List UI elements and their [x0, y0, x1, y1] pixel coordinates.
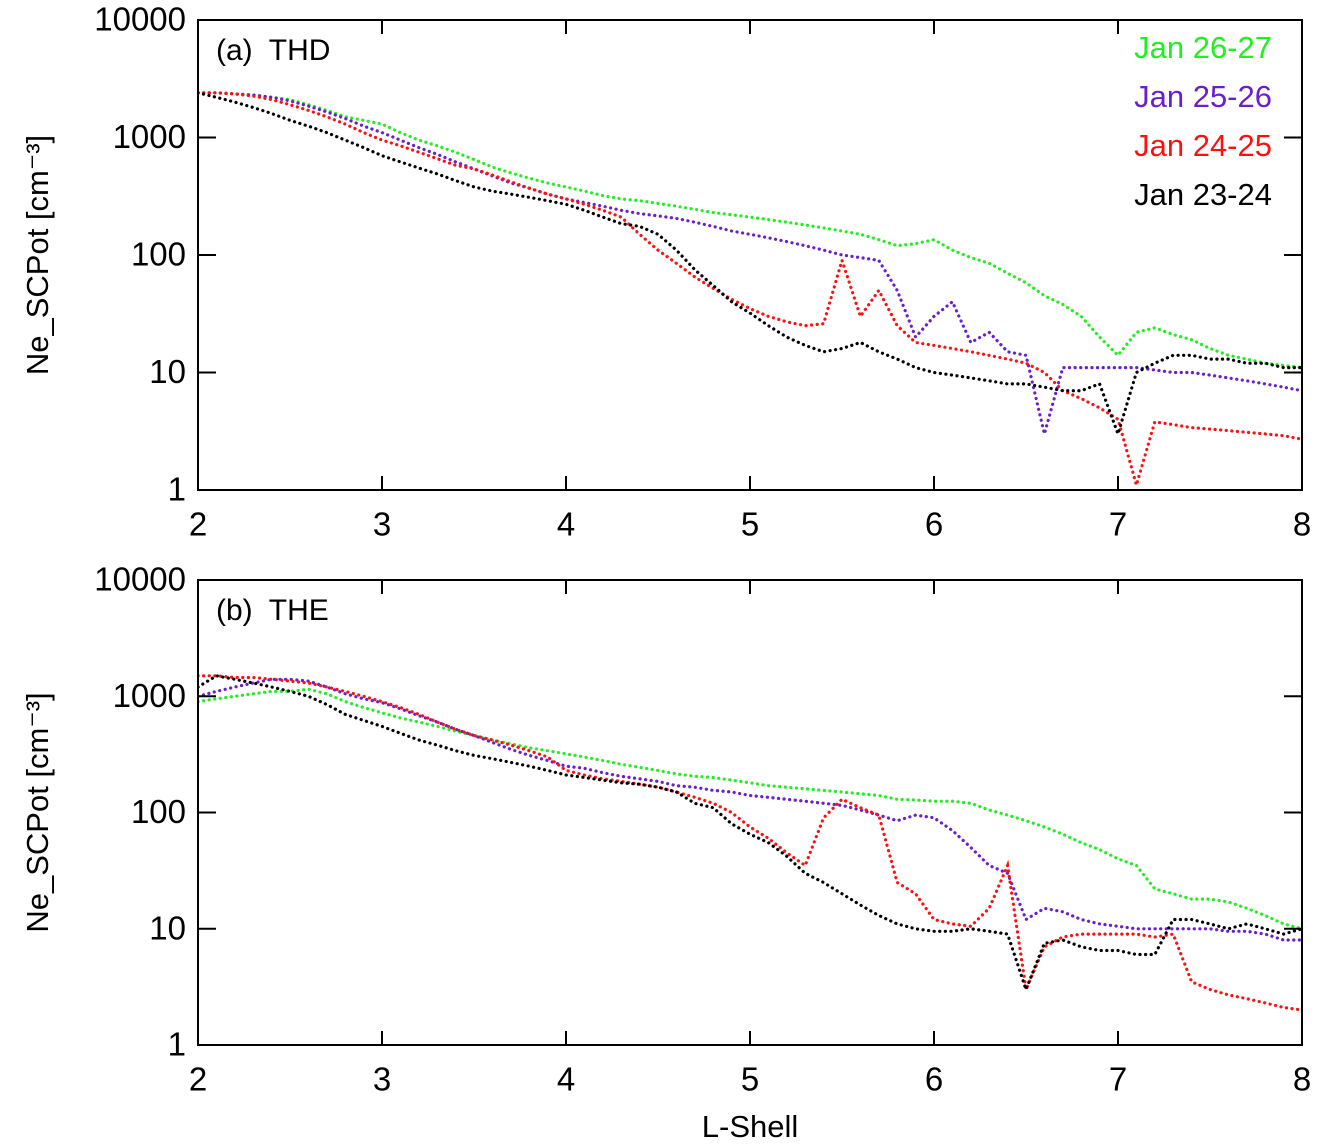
legend-label: Jan 25-26 [1134, 79, 1272, 114]
x-tick-label: 2 [189, 1061, 207, 1098]
x-tick-label: 6 [925, 1061, 943, 1098]
y-tick-label: 100 [131, 236, 186, 273]
panel: 2 3 4 5 6 7 8 1 10 100 1000 10000 (a) THD Ne_SCPot [c… [20, 1, 1311, 543]
panel-title: (b) THE [216, 594, 329, 627]
series-line [198, 677, 1302, 942]
y-tick-label: 1 [168, 471, 186, 508]
x-tick-label: 3 [373, 506, 391, 543]
y-tick-label: 10000 [94, 1, 186, 38]
y-tick-label: 1000 [113, 677, 186, 714]
x-axis-label: L-Shell [702, 1109, 799, 1144]
x-tick-label: 6 [925, 506, 943, 543]
x-tick-label: 5 [741, 506, 759, 543]
x-tick-label: 2 [189, 506, 207, 543]
panel: 2 3 4 5 6 7 8 1 10 100 1000 10000 (b) THE Ne_SCPot [c… [20, 561, 1311, 1144]
y-tick-label: 10 [149, 353, 186, 390]
x-tick-label: 4 [557, 506, 575, 543]
y-tick-label: 100 [131, 793, 186, 830]
x-tick-label: 8 [1293, 1061, 1311, 1098]
x-tick-label: 4 [557, 1061, 575, 1098]
x-tick-label: 7 [1109, 506, 1127, 543]
y-tick-label: 10000 [94, 561, 186, 598]
series-line [198, 674, 1302, 995]
y-tick-label: 1 [168, 1026, 186, 1063]
x-tick-label: 3 [373, 1061, 391, 1098]
legend-label: Jan 23-24 [1134, 177, 1272, 212]
x-tick-label: 7 [1109, 1061, 1127, 1098]
series-line [198, 687, 1302, 931]
y-axis-label: Ne_SCPot [cm⁻³] [20, 692, 55, 932]
y-axis-label: Ne_SCPot [cm⁻³] [20, 135, 55, 375]
x-tick-label: 8 [1293, 506, 1311, 543]
panel-title: (a) THD [216, 34, 330, 67]
series-line [198, 91, 1302, 435]
x-tick-label: 5 [741, 1061, 759, 1098]
plot-frame [197, 579, 1303, 1046]
y-tick-label: 1000 [113, 118, 186, 155]
series-line [198, 91, 1302, 439]
y-tick-label: 10 [149, 909, 186, 946]
series-line [198, 91, 1302, 490]
legend-label: Jan 26-27 [1134, 30, 1272, 65]
series-line [198, 674, 1302, 1012]
legend-label: Jan 24-25 [1134, 128, 1272, 163]
